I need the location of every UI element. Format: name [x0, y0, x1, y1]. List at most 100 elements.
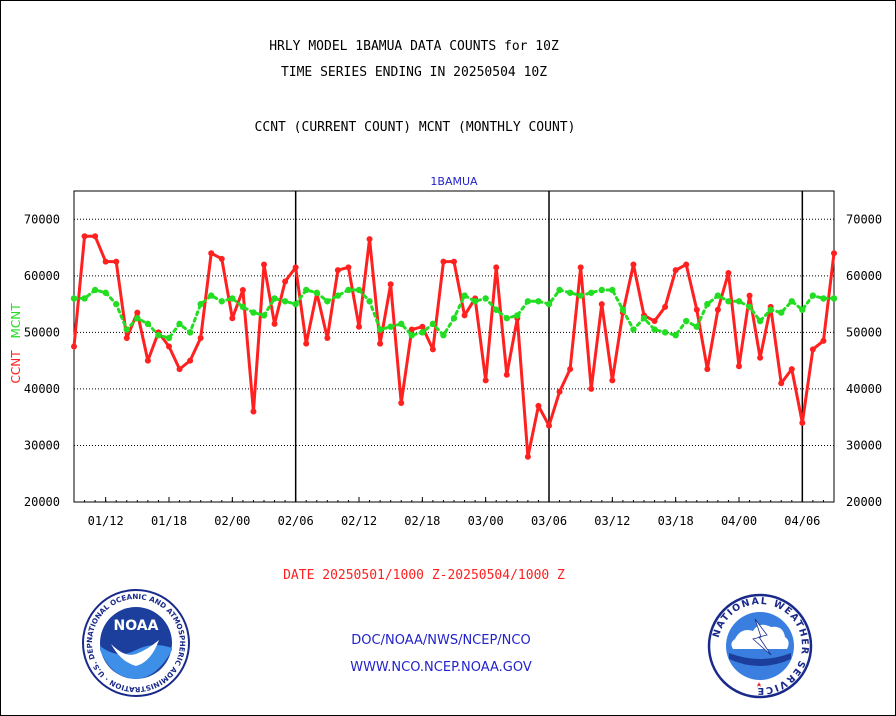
plot-area	[73, 190, 835, 503]
mcnt-point	[81, 295, 88, 302]
y-tick-label-right: 40000	[846, 382, 882, 396]
mcnt-point	[376, 326, 384, 333]
mcnt-point	[799, 306, 806, 313]
mcnt-point	[155, 331, 162, 339]
ccnt-point	[778, 380, 785, 387]
x-tick-label: 03/18	[658, 514, 694, 528]
ccnt-point	[356, 323, 362, 330]
x-tick-label: 03/06	[531, 514, 567, 528]
ccnt-point	[292, 264, 299, 271]
ccnt-point	[187, 357, 194, 364]
mcnt-point	[598, 286, 605, 294]
mcnt-point	[704, 300, 711, 308]
ccnt-point	[366, 236, 373, 243]
ccnt-point	[662, 303, 669, 310]
mcnt-point	[461, 292, 468, 299]
ccnt-point	[609, 377, 616, 384]
ccnt-point	[303, 340, 310, 347]
x-axis-label: DATE 20250501/1000 Z-20250504/1000 Z	[283, 568, 565, 583]
y-tick-label-right: 70000	[846, 212, 882, 226]
ccnt-point	[334, 267, 341, 274]
mcnt-point	[566, 289, 574, 296]
x-tick-label: 04/06	[784, 514, 820, 528]
ccnt-point	[261, 261, 267, 268]
ccnt-point	[134, 309, 141, 316]
mcnt-point	[514, 312, 521, 319]
ccnt-point	[757, 354, 764, 361]
website-link[interactable]: WWW.NCO.NCEP.NOAA.GOV	[350, 660, 532, 675]
ylabel-ccnt: CCNT	[9, 350, 23, 384]
mcnt-point	[186, 329, 194, 336]
mcnt-point	[672, 331, 679, 339]
mcnt-point	[91, 286, 99, 294]
x-tick-label: 02/06	[278, 514, 314, 528]
ccnt-point	[556, 388, 563, 395]
ccnt-point	[746, 292, 753, 299]
ccnt-point	[546, 422, 552, 429]
mcnt-point	[260, 312, 268, 319]
ccnt-point	[588, 385, 595, 392]
x-tick-label: 02/00	[214, 514, 250, 528]
x-tick-label: 01/18	[151, 514, 187, 528]
mcnt-point	[102, 289, 109, 296]
mcnt-point	[661, 329, 669, 336]
ccnt-point	[820, 337, 827, 344]
mcnt-point	[609, 286, 616, 294]
ccnt-point	[577, 264, 584, 271]
ccnt-point	[176, 366, 183, 373]
x-tick-label: 02/18	[404, 514, 440, 528]
y-tick-label-left: 30000	[24, 438, 60, 452]
y-tick-label-right: 60000	[846, 269, 882, 283]
ccnt-point	[123, 335, 130, 342]
mcnt-point	[524, 298, 532, 305]
ccnt-point	[598, 301, 605, 308]
mcnt-point	[830, 295, 838, 302]
ccnt-point	[440, 258, 447, 265]
mcnt-point	[176, 320, 183, 328]
ccnt-point	[725, 269, 732, 276]
mcnt-point	[482, 295, 489, 302]
ccnt-point	[271, 320, 278, 327]
mcnt-point	[809, 292, 817, 299]
mcnt-point	[683, 317, 690, 325]
x-tick-label: 03/00	[468, 514, 504, 528]
ccnt-point	[704, 366, 711, 373]
ccnt-point	[218, 255, 225, 262]
mcnt-point	[545, 300, 553, 308]
y-tick-label-left: 60000	[24, 269, 60, 283]
mcnt-point	[208, 292, 215, 299]
mcnt-point	[767, 306, 774, 313]
ylabel-mcnt: MCNT	[9, 303, 23, 339]
ccnt-point	[282, 278, 289, 285]
mcnt-point	[123, 326, 130, 333]
ccnt-point	[630, 261, 637, 268]
mcnt-point	[113, 300, 120, 308]
mcnt-point	[165, 334, 173, 342]
mcnt-point	[735, 298, 743, 305]
mcnt-point	[355, 286, 363, 294]
mcnt-point	[471, 298, 479, 305]
ccnt-point	[831, 250, 837, 257]
y-tick-label-left: 70000	[24, 212, 60, 226]
mcnt-point	[493, 306, 500, 313]
chart-title-line2: TIME SERIES ENDING IN 20250504 10Z	[280, 65, 548, 80]
mcnt-point	[229, 295, 236, 302]
ccnt-point	[102, 258, 109, 265]
ccnt-point	[92, 233, 99, 240]
mcnt-point	[419, 329, 426, 336]
mcnt-point	[440, 331, 447, 339]
mcnt-point	[239, 303, 247, 311]
mcnt-point	[281, 298, 289, 305]
y-tick-label-right: 30000	[846, 438, 882, 452]
mcnt-point	[303, 286, 310, 294]
mcnt-point	[577, 292, 584, 299]
mcnt-point	[144, 320, 152, 328]
ccnt-point	[419, 323, 426, 330]
ccnt-point	[672, 267, 679, 274]
mcnt-point	[313, 289, 320, 296]
mcnt-point	[70, 295, 78, 302]
ccnt-point	[229, 315, 236, 322]
ccnt-point	[503, 371, 510, 378]
nws-logo-icon: NATIONAL WEATHER SERVICE	[707, 593, 813, 699]
